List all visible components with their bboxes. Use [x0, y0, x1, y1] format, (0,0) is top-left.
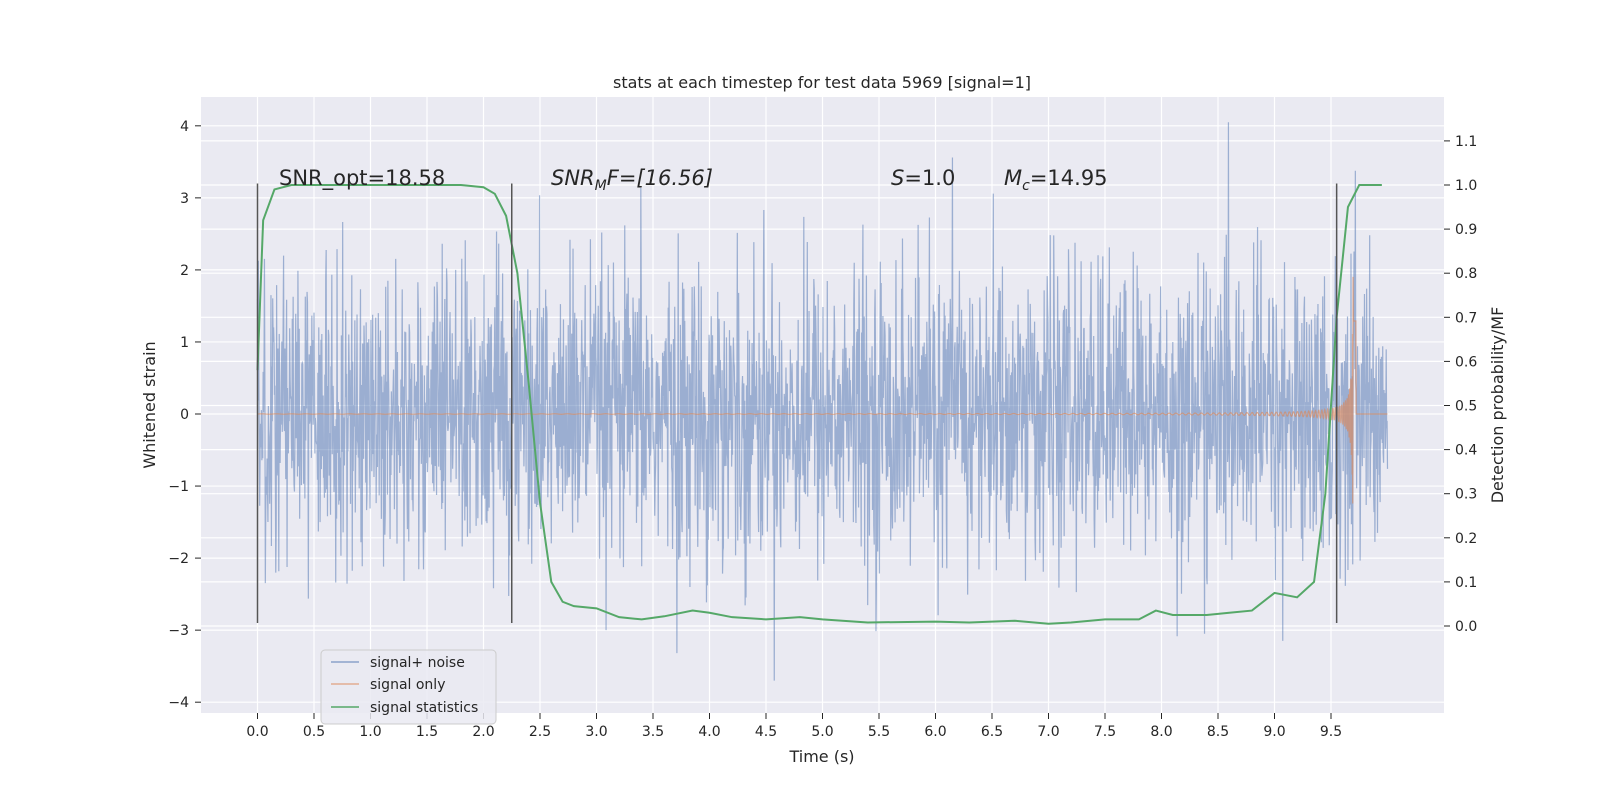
x-tick-label: 1.0	[359, 724, 381, 740]
y-tick-label-right: 1.0	[1455, 178, 1477, 194]
x-tick-label: 2.5	[529, 724, 551, 740]
y-tick-label-left: −4	[168, 695, 189, 711]
x-tick-label: 5.0	[811, 724, 833, 740]
y-ticks-left: −4 −3 −2 −1 0 1 2 3 4	[168, 119, 201, 711]
y-ticks-right: 0.0 0.1 0.2 0.3 0.4 0.5 0.6 0.7 0.8 0.9 1.0 1.1	[1444, 134, 1477, 635]
y-tick-label-left: −2	[168, 551, 189, 567]
x-tick-label: 3.5	[642, 724, 664, 740]
y-tick-label-left: 3	[180, 191, 189, 207]
x-tick-label: 6.5	[981, 724, 1003, 740]
annotation-snr-mf: SNRMF=[16.56]	[551, 166, 713, 194]
y-tick-label-right: 0.6	[1455, 354, 1477, 370]
x-tick-label: 8.0	[1150, 724, 1172, 740]
x-tick-label: 4.0	[698, 724, 720, 740]
x-tick-label: 7.5	[1094, 724, 1116, 740]
y-tick-label-left: 2	[180, 263, 189, 279]
x-tick-label: 3.0	[585, 724, 607, 740]
y-tick-label-right: 0.4	[1455, 443, 1477, 459]
y-tick-label-right: 1.1	[1455, 134, 1477, 150]
y-tick-label-right: 0.1	[1455, 575, 1477, 591]
y-tick-label-right: 0.8	[1455, 266, 1477, 282]
x-tick-label: 4.5	[755, 724, 777, 740]
y-tick-label-left: 0	[180, 407, 189, 423]
chart-title: stats at each timestep for test data 596…	[613, 73, 1031, 92]
annotation-s: S=1.0	[891, 166, 955, 190]
x-tick-label: 9.5	[1320, 724, 1342, 740]
y-tick-label-right: 0.7	[1455, 310, 1477, 326]
legend-label-statistics: signal statistics	[370, 700, 478, 716]
series-signal-statistics	[256, 184, 1382, 625]
y-tick-label-left: −1	[168, 479, 189, 495]
vertical-markers	[256, 183, 1338, 623]
x-tick-label: 8.5	[1207, 724, 1229, 740]
y-tick-label-right: 0.9	[1455, 222, 1477, 238]
y-axis-label-left: Whitened strain	[140, 341, 159, 468]
series-signal-only	[257, 276, 1388, 504]
x-tick-label: 2.0	[472, 724, 494, 740]
x-axis-label: Time (s)	[788, 747, 854, 766]
x-tick-label: 6.0	[924, 724, 946, 740]
y-tick-label-left: 4	[180, 119, 189, 135]
x-tick-label: 1.5	[416, 724, 438, 740]
y-tick-label-left: 1	[180, 335, 189, 351]
x-tick-label: 0.0	[246, 724, 268, 740]
x-tick-label: 9.0	[1263, 724, 1285, 740]
legend: signal+ noise signal only signal statist…	[320, 649, 497, 725]
y-tick-label-left: −3	[168, 623, 189, 639]
annotation-mc: Mc=14.95	[1004, 166, 1108, 194]
y-tick-label-right: 0.2	[1455, 531, 1477, 547]
legend-box	[320, 649, 497, 725]
x-tick-label: 5.5	[868, 724, 890, 740]
series-layer	[256, 122, 1389, 681]
y-axis-label-right: Detection probability/MF	[1488, 307, 1507, 504]
legend-label-noise: signal+ noise	[370, 655, 465, 671]
legend-label-signal: signal only	[370, 677, 445, 693]
y-tick-label-right: 0.0	[1455, 619, 1477, 635]
x-tick-label: 0.5	[303, 724, 325, 740]
x-ticks: 0.0 0.5 1.0 1.5 2.0 2.5 3.0 3.5 4.0 4.5 5.0 5.5 6.0 6…	[246, 713, 1342, 740]
x-tick-label: 7.0	[1037, 724, 1059, 740]
y-tick-label-right: 0.3	[1455, 487, 1477, 503]
y-tick-label-right: 0.5	[1455, 399, 1477, 415]
annotation-snr-opt: SNR_opt=18.58	[279, 166, 445, 191]
series-signal-noise	[256, 122, 1389, 681]
